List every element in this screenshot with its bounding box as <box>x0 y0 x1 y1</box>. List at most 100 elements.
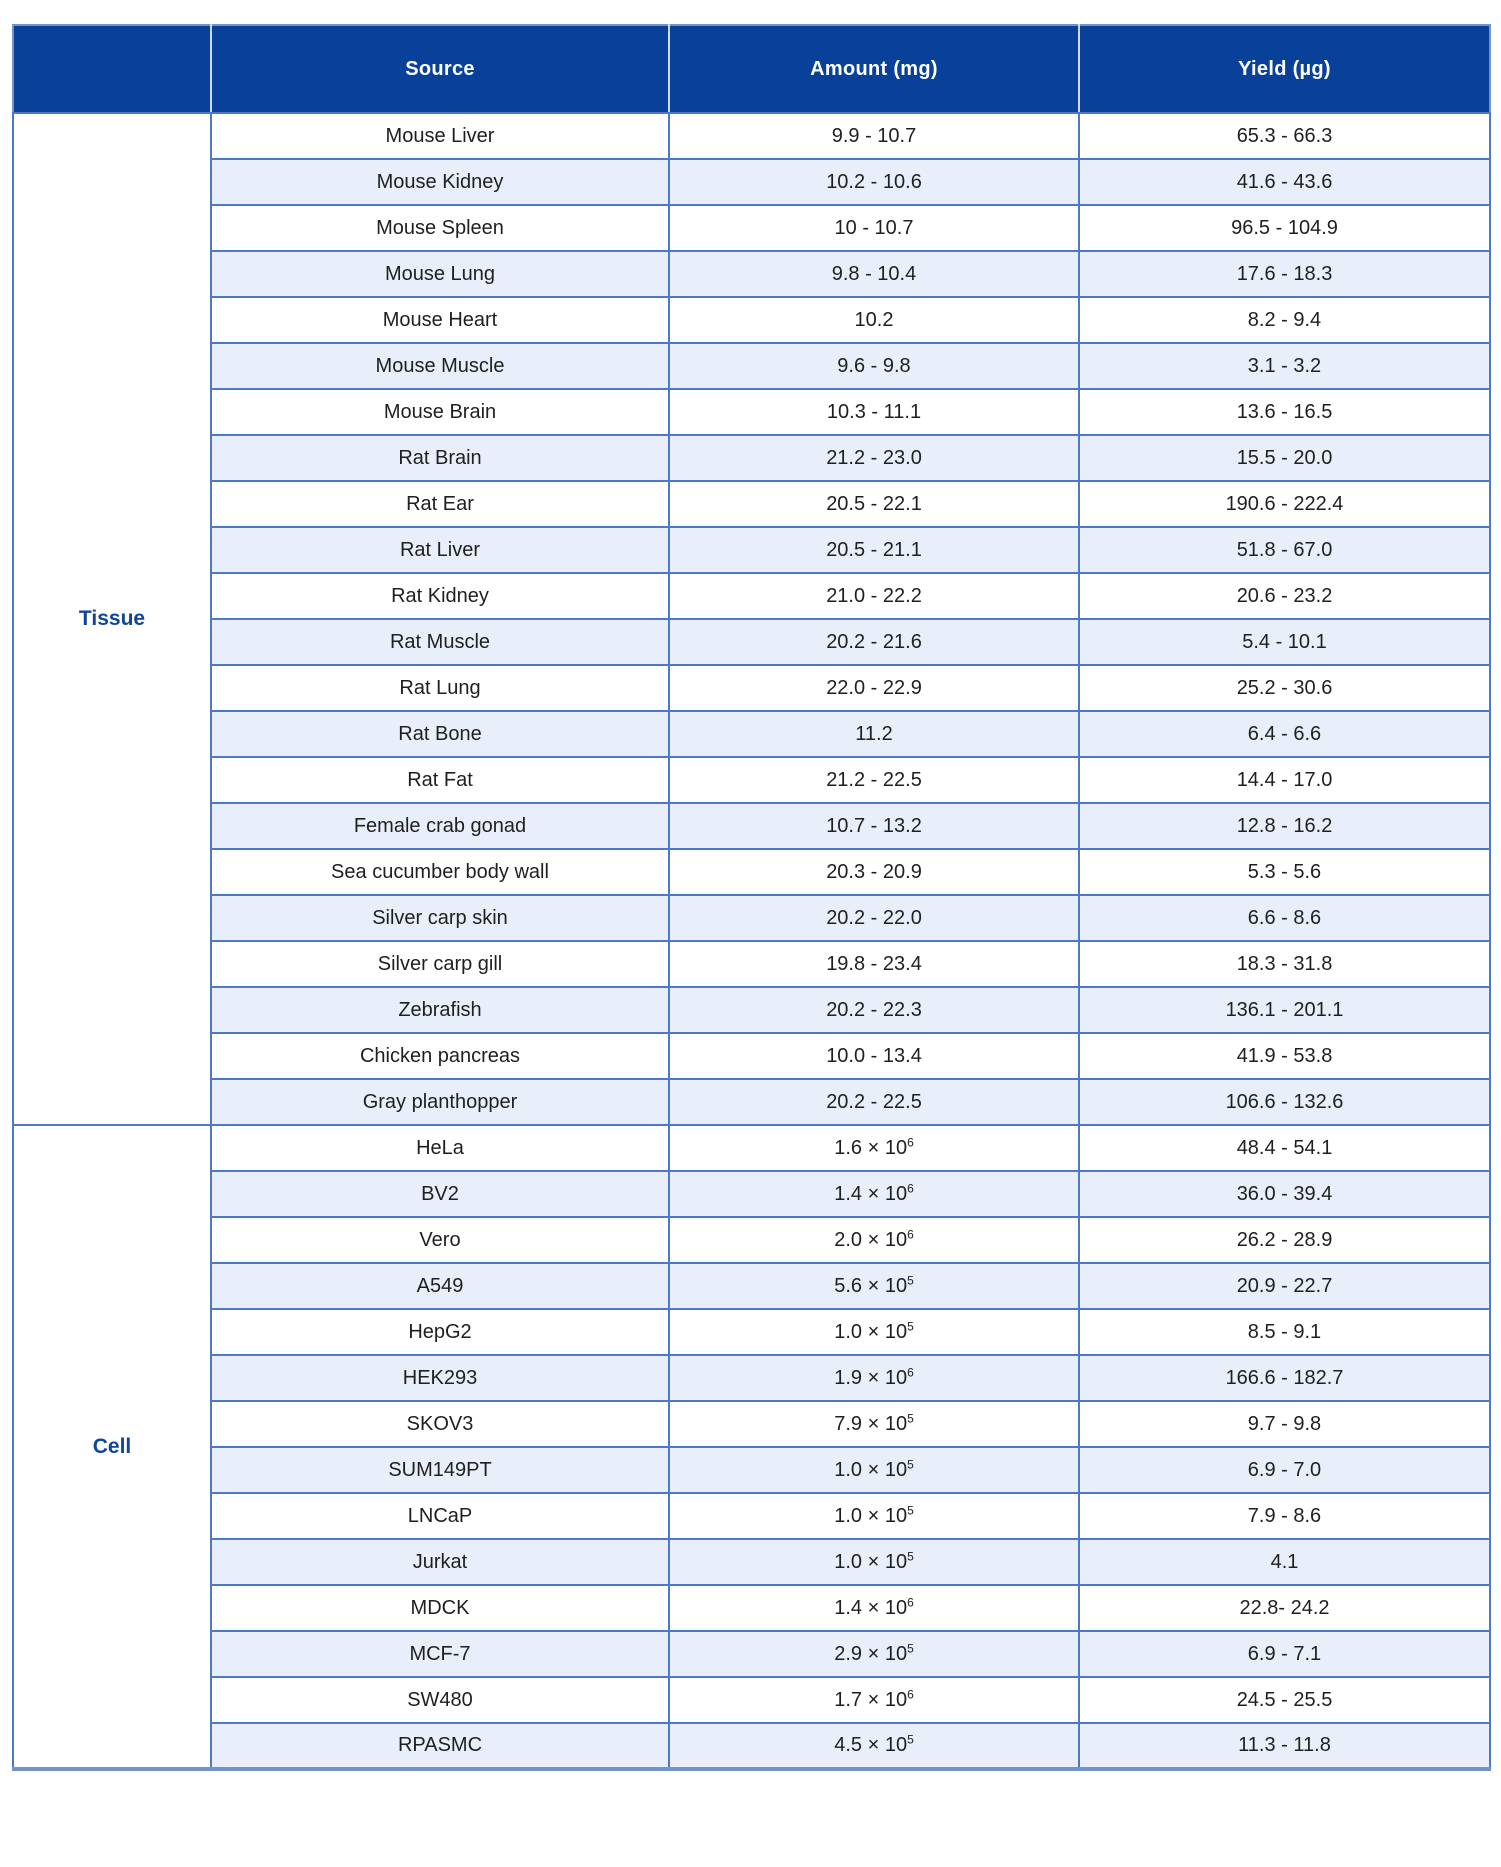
amount-cell: 4.5 × 105 <box>668 1722 1080 1770</box>
amount-exponent: 6 <box>907 1364 914 1379</box>
table-row: HepG2 1.0 × 105 8.5 - 9.1 <box>13 1308 1491 1356</box>
amount-value: 20.5 - 22.1 <box>826 492 922 515</box>
section-tissue: Tissue Mouse Liver 9.9 - 10.7 65.3 - 66.3 Mo… <box>12 112 1491 1126</box>
amount-cell: 20.2 - 22.0 <box>668 894 1080 942</box>
table-row: Mouse Kidney 10.2 - 10.6 41.6 - 43.6 <box>13 158 1491 206</box>
yield-cell: 6.4 - 6.6 <box>1078 710 1491 758</box>
table-row: Rat Muscle 20.2 - 21.6 5.4 - 10.1 <box>13 618 1491 666</box>
amount-exponent: 6 <box>907 1686 914 1701</box>
amount-cell: 21.2 - 22.5 <box>668 756 1080 804</box>
header-yield: Yield (µg) <box>1078 25 1490 114</box>
amount-cell: 20.2 - 22.5 <box>668 1078 1080 1126</box>
amount-exponent: 6 <box>907 1226 914 1241</box>
source-cell: Mouse Lung <box>210 250 670 298</box>
amount-cell: 20.5 - 22.1 <box>668 480 1080 528</box>
table-row: Rat Kidney 21.0 - 22.2 20.6 - 23.2 <box>13 572 1491 620</box>
amount-cell: 1.0 × 105 <box>668 1538 1080 1586</box>
amount-value: 9.9 - 10.7 <box>831 124 917 147</box>
yield-cell: 65.3 - 66.3 <box>1078 112 1491 160</box>
source-cell: Zebrafish <box>210 986 670 1034</box>
amount-cell: 1.4 × 106 <box>668 1170 1080 1218</box>
amount-exponent: 5 <box>907 1732 914 1747</box>
source-cell: HeLa <box>210 1124 670 1172</box>
amount-value: 2.0 × 10 <box>834 1228 908 1251</box>
amount-value: 1.7 × 10 <box>834 1688 908 1711</box>
source-cell: Mouse Muscle <box>210 342 670 390</box>
amount-value: 10.3 - 11.1 <box>826 400 922 423</box>
table-row: Mouse Muscle 9.6 - 9.8 3.1 - 3.2 <box>13 342 1491 390</box>
yield-cell: 6.9 - 7.0 <box>1078 1446 1491 1494</box>
yield-cell: 26.2 - 28.9 <box>1078 1216 1491 1264</box>
yield-cell: 41.6 - 43.6 <box>1078 158 1491 206</box>
yield-cell: 8.5 - 9.1 <box>1078 1308 1491 1356</box>
table-header: Source Amount (mg) Yield (µg) <box>13 25 1490 114</box>
amount-exponent: 6 <box>907 1594 914 1609</box>
table-row: SUM149PT 1.0 × 105 6.9 - 7.0 <box>13 1446 1491 1494</box>
yield-cell: 24.5 - 25.5 <box>1078 1676 1491 1724</box>
source-cell: SUM149PT <box>210 1446 670 1494</box>
amount-cell: 1.6 × 106 <box>668 1124 1080 1172</box>
amount-cell: 20.5 - 21.1 <box>668 526 1080 574</box>
amount-value: 20.3 - 20.9 <box>826 860 922 883</box>
yield-cell: 12.8 - 16.2 <box>1078 802 1491 850</box>
table-row: Rat Brain 21.2 - 23.0 15.5 - 20.0 <box>13 434 1491 482</box>
amount-value: 20.2 - 22.5 <box>826 1090 922 1113</box>
table-row: Silver carp gill 19.8 - 23.4 18.3 - 31.8 <box>13 940 1491 988</box>
amount-cell: 11.2 <box>668 710 1080 758</box>
amount-cell: 10.0 - 13.4 <box>668 1032 1080 1080</box>
table-row: MCF-7 2.9 × 105 6.9 - 7.1 <box>13 1630 1491 1678</box>
amount-value: 10.7 - 13.2 <box>826 814 922 837</box>
table-row: Mouse Lung 9.8 - 10.4 17.6 - 18.3 <box>13 250 1491 298</box>
source-cell: SW480 <box>210 1676 670 1724</box>
amount-cell: 10.3 - 11.1 <box>668 388 1080 436</box>
amount-value: 22.0 - 22.9 <box>826 676 922 699</box>
source-cell: Rat Bone <box>210 710 670 758</box>
source-cell: Rat Lung <box>210 664 670 712</box>
amount-value: 20.2 - 22.0 <box>826 906 922 929</box>
amount-cell: 10.7 - 13.2 <box>668 802 1080 850</box>
source-cell: Mouse Spleen <box>210 204 670 252</box>
amount-cell: 1.0 × 105 <box>668 1492 1080 1540</box>
header-source: Source <box>210 25 669 114</box>
amount-value: 2.9 × 10 <box>834 1642 908 1665</box>
amount-value: 7.9 × 10 <box>834 1412 908 1435</box>
table-row: Rat Liver 20.5 - 21.1 51.8 - 67.0 <box>13 526 1491 574</box>
yield-cell: 6.9 - 7.1 <box>1078 1630 1491 1678</box>
table-row: HEK293 1.9 × 106 166.6 - 182.7 <box>13 1354 1491 1402</box>
amount-exponent: 6 <box>907 1180 914 1195</box>
yield-cell: 36.0 - 39.4 <box>1078 1170 1491 1218</box>
table-row: Mouse Heart 10.2 8.2 - 9.4 <box>13 296 1491 344</box>
yield-cell: 8.2 - 9.4 <box>1078 296 1491 344</box>
category-label: Cell <box>12 1124 212 1770</box>
source-cell: Silver carp gill <box>210 940 670 988</box>
source-cell: Vero <box>210 1216 670 1264</box>
yield-cell: 5.3 - 5.6 <box>1078 848 1491 896</box>
source-cell: Rat Liver <box>210 526 670 574</box>
table-row: A549 5.6 × 105 20.9 - 22.7 <box>13 1262 1491 1310</box>
amount-cell: 20.2 - 21.6 <box>668 618 1080 666</box>
amount-cell: 1.0 × 105 <box>668 1308 1080 1356</box>
source-cell: Mouse Liver <box>210 112 670 160</box>
amount-value: 21.2 - 22.5 <box>826 768 922 791</box>
table-row: Tissue Mouse Liver 9.9 - 10.7 65.3 - 66.3 <box>12 112 1491 1126</box>
yield-cell: 106.6 - 132.6 <box>1078 1078 1491 1126</box>
source-cell: Jurkat <box>210 1538 670 1586</box>
source-cell: Mouse Brain <box>210 388 670 436</box>
table-row: Rat Fat 21.2 - 22.5 14.4 - 17.0 <box>13 756 1491 804</box>
yield-cell: 15.5 - 20.0 <box>1078 434 1491 482</box>
yield-cell: 14.4 - 17.0 <box>1078 756 1491 804</box>
amount-value: 1.0 × 10 <box>834 1458 908 1481</box>
amount-exponent: 6 <box>907 1134 914 1149</box>
table-row: Gray planthopper 20.2 - 22.5 106.6 - 132.6 <box>13 1078 1491 1126</box>
table-row: Rat Bone 11.2 6.4 - 6.6 <box>13 710 1491 758</box>
amount-value: 1.4 × 10 <box>834 1596 908 1619</box>
source-cell: MDCK <box>210 1584 670 1632</box>
amount-cell: 9.9 - 10.7 <box>668 112 1080 160</box>
category-label: Tissue <box>12 112 212 1126</box>
amount-value: 1.9 × 10 <box>834 1366 908 1389</box>
table-row: BV2 1.4 × 106 36.0 - 39.4 <box>13 1170 1491 1218</box>
amount-cell: 10 - 10.7 <box>668 204 1080 252</box>
amount-cell: 10.2 - 10.6 <box>668 158 1080 206</box>
amount-cell: 1.7 × 106 <box>668 1676 1080 1724</box>
table-row: Sea cucumber body wall 20.3 - 20.9 5.3 - 5… <box>13 848 1491 896</box>
